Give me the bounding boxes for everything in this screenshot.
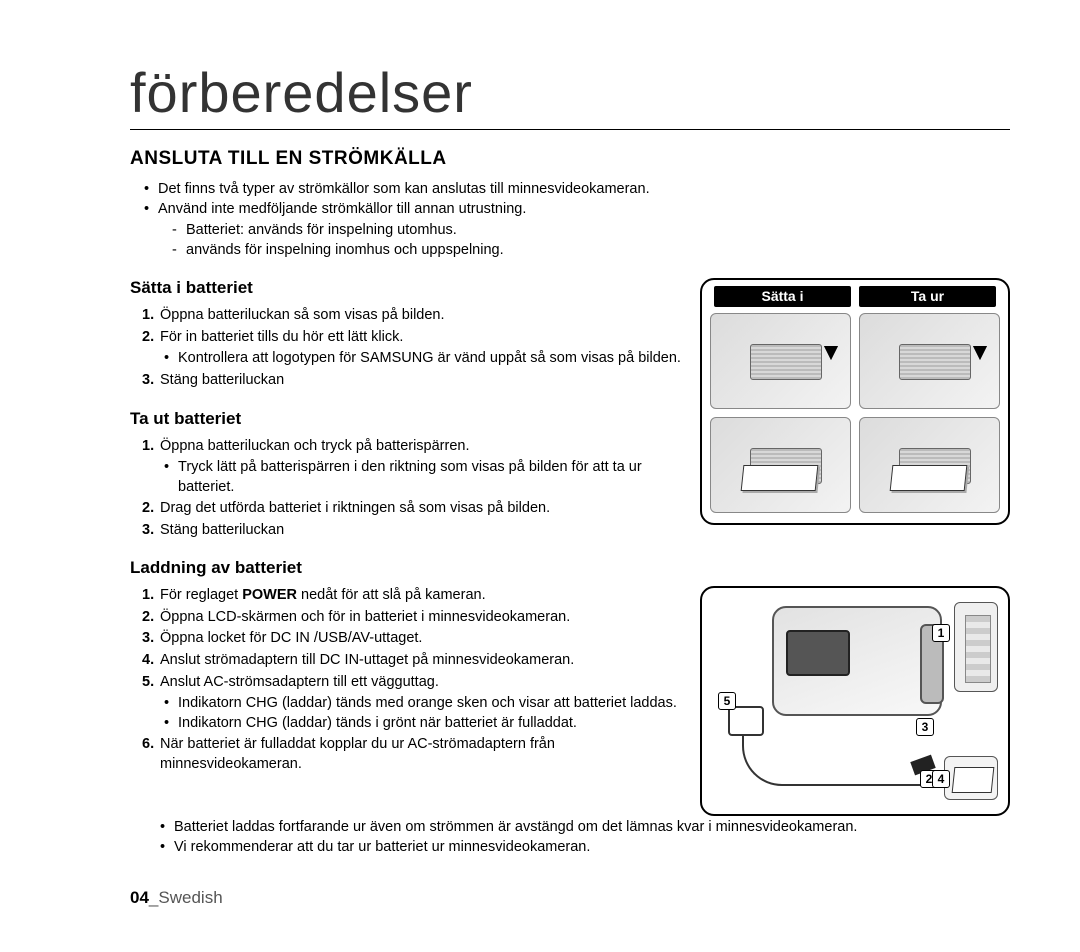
- step-item: Öppna batteriluckan så som visas på bild…: [130, 306, 684, 326]
- step-item: Stäng batteriluckan: [130, 371, 684, 391]
- camera-screen: [786, 630, 850, 676]
- battery-figure: Sätta i Ta ur: [700, 278, 1010, 525]
- tab-eject: Ta ur: [859, 286, 996, 307]
- step-item: Öppna batteriluckan och tryck på batteri…: [130, 437, 684, 498]
- remove-battery-section: Ta ut batteriet Öppna batteriluckan och …: [130, 409, 684, 541]
- cable: [742, 736, 922, 786]
- chapter-title: förberedelser: [130, 60, 1010, 130]
- callout-number: 4: [932, 770, 950, 788]
- charge-figure: 1 2 3 4 5: [700, 586, 1010, 816]
- section-heading: ANSLUTA TILL EN STRÖMKÄLLA: [130, 148, 1010, 170]
- bullet-item: Indikatorn CHG (laddar) tänds i grönt nä…: [160, 714, 684, 734]
- intro-sublist: Batteriet: används för inspelning utomhu…: [158, 221, 1010, 260]
- step-item: Drag det utförda batteriet i riktningen …: [130, 499, 684, 519]
- intro-list: Det finns två typer av strömkällor som k…: [130, 180, 1010, 260]
- figure-cell: [859, 313, 1000, 409]
- bullet-item: Kontrollera att logotypen för SAMSUNG är…: [160, 349, 684, 369]
- ac-adapter: [728, 706, 764, 736]
- step-text-pre: För reglaget: [160, 587, 242, 603]
- ports-callout: [954, 602, 998, 692]
- step-text-post: nedåt för att slå på kameran.: [297, 587, 486, 603]
- step-bullets: Indikatorn CHG (laddar) tänds med orange…: [160, 694, 684, 733]
- figure-cell: [859, 417, 1000, 513]
- intro-item: Det finns två typer av strömkällor som k…: [130, 180, 1010, 200]
- step-bullets: Tryck lätt på batterispärren i den riktn…: [160, 458, 684, 497]
- step-item: Anslut AC-strömsadaptern till ett väggut…: [130, 673, 684, 734]
- intro-subitem: Batteriet: används för inspelning utomhu…: [158, 221, 1010, 241]
- camera-illustration: [772, 606, 942, 716]
- step-text: Anslut AC-strömsadaptern till ett väggut…: [160, 674, 439, 690]
- remove-steps: Öppna batteriluckan och tryck på batteri…: [130, 437, 684, 541]
- charge-section: Laddning av batteriet För reglaget POWER…: [130, 558, 1010, 857]
- charge-steps: För reglaget POWER nedåt för att slå på …: [130, 586, 684, 774]
- intro-item-text: Använd inte medföljande strömkällor till…: [158, 201, 526, 217]
- insert-heading: Sätta i batteriet: [130, 278, 684, 298]
- battery-callout: [944, 756, 998, 800]
- figure-grid: [710, 313, 1000, 513]
- page-lang: Swedish: [158, 888, 222, 907]
- intro-item: Använd inte medföljande strömkällor till…: [130, 200, 1010, 261]
- bullet-item: Tryck lätt på batterispärren i den riktn…: [160, 458, 684, 497]
- remove-heading: Ta ut batteriet: [130, 409, 684, 429]
- charge-trailing-notes: Batteriet laddas fortfarande ur även om …: [130, 818, 1010, 857]
- note-line: Batteriet laddas fortfarande ur även om …: [130, 818, 1010, 838]
- step-item: Anslut strömadaptern till DC IN-uttaget …: [130, 651, 684, 671]
- tab-insert: Sätta i: [714, 286, 851, 307]
- insert-steps: Öppna batteriluckan så som visas på bild…: [130, 306, 684, 390]
- charge-text-column: För reglaget POWER nedåt för att slå på …: [130, 586, 684, 776]
- manual-page: förberedelser ANSLUTA TILL EN STRÖMKÄLLA…: [0, 0, 1080, 952]
- step-item: Öppna LCD-skärmen och för in batteriet i…: [130, 608, 684, 628]
- note-line: Vi rekommenderar att du tar ur batteriet…: [130, 838, 1010, 858]
- callout-number: 5: [718, 692, 736, 710]
- step-item: Stäng batteriluckan: [130, 521, 684, 541]
- page-num: 04: [130, 888, 149, 907]
- figure-tabs: Sätta i Ta ur: [714, 286, 996, 307]
- page-number: 04_Swedish: [130, 888, 223, 908]
- battery-text-column: Sätta i batteriet Öppna batteriluckan så…: [130, 278, 684, 558]
- step-item: När batteriet är fulladdat kopplar du ur…: [130, 735, 684, 774]
- charge-row: För reglaget POWER nedåt för att slå på …: [130, 586, 1010, 816]
- step-item: Öppna locket för DC IN /USB/AV-uttaget.: [130, 629, 684, 649]
- power-word: POWER: [242, 587, 297, 603]
- battery-section-row: Sätta i batteriet Öppna batteriluckan så…: [130, 278, 1010, 558]
- bullet-item: Indikatorn CHG (laddar) tänds med orange…: [160, 694, 684, 714]
- insert-battery-section: Sätta i batteriet Öppna batteriluckan så…: [130, 278, 684, 390]
- step-text: För in batteriet tills du hör ett lätt k…: [160, 329, 403, 345]
- figure-cell: [710, 417, 851, 513]
- step-bullets: Kontrollera att logotypen för SAMSUNG är…: [160, 349, 684, 369]
- intro-subitem: används för inspelning inomhus och uppsp…: [158, 241, 1010, 261]
- page-sep: _: [149, 888, 158, 907]
- callout-number: 1: [932, 624, 950, 642]
- charge-heading: Laddning av batteriet: [130, 558, 1010, 578]
- callout-number: 3: [916, 718, 934, 736]
- step-text: Öppna batteriluckan och tryck på batteri…: [160, 438, 470, 454]
- step-item: För reglaget POWER nedåt för att slå på …: [130, 586, 684, 606]
- step-item: För in batteriet tills du hör ett lätt k…: [130, 328, 684, 369]
- figure-cell: [710, 313, 851, 409]
